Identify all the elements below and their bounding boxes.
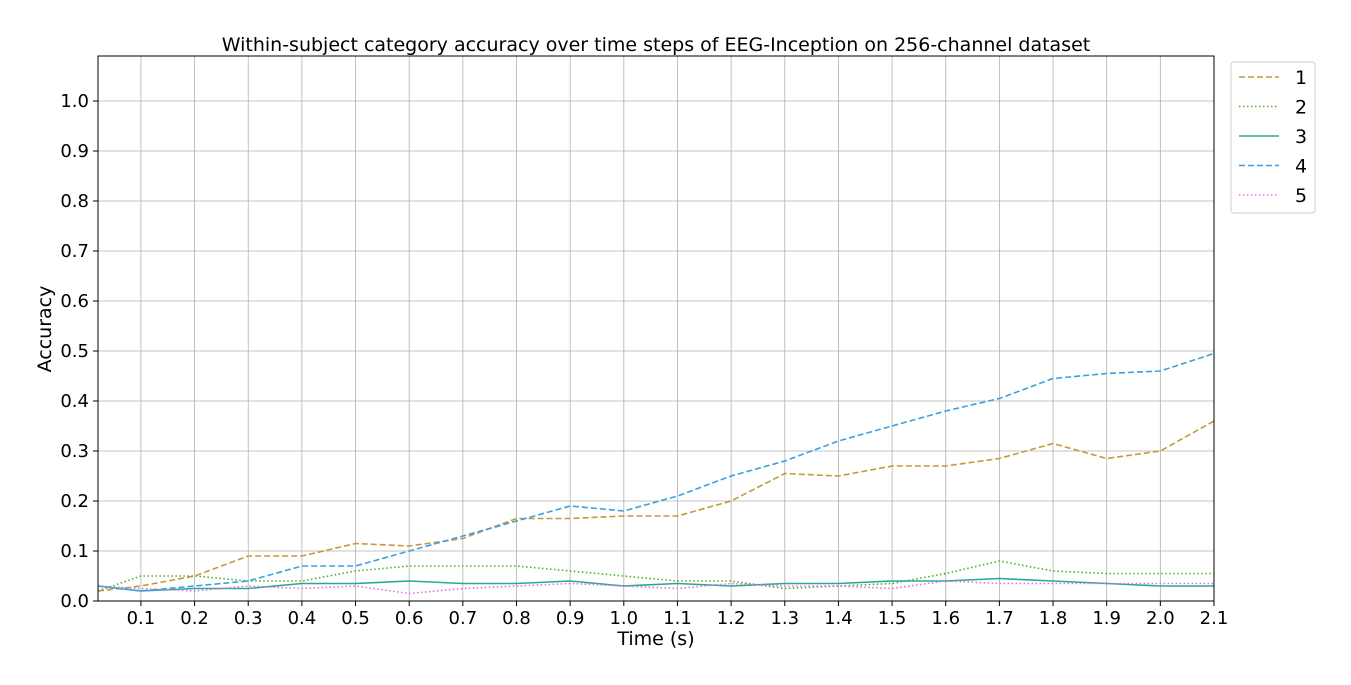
x-tick-label: 0.1 xyxy=(127,608,156,629)
x-tick-label: 0.5 xyxy=(341,608,370,629)
x-tick-label: 1.1 xyxy=(663,608,692,629)
series-line-5 xyxy=(97,580,1214,595)
legend-box xyxy=(1230,61,1316,214)
y-tick-label: 0.3 xyxy=(60,441,89,462)
y-tick-label: 0.1 xyxy=(60,541,89,562)
series-line-1 xyxy=(97,420,1215,592)
y-tick-label: 0.8 xyxy=(60,191,89,212)
x-tick-label: 0.6 xyxy=(395,608,424,629)
x-tick-label: 0.4 xyxy=(288,608,317,629)
y-tick-label: 0.9 xyxy=(60,141,89,162)
x-tick-label: 1.4 xyxy=(824,608,853,629)
series-lines xyxy=(97,352,1215,595)
legend-label-5: 5 xyxy=(1295,185,1307,207)
x-tick-label: 1.3 xyxy=(770,608,799,629)
series-line-3 xyxy=(97,577,1214,592)
y-tick-label: 0.6 xyxy=(60,291,89,312)
x-tick-label: 0.9 xyxy=(556,608,585,629)
legend-label-1: 1 xyxy=(1295,67,1307,89)
x-axis-label: Time (s) xyxy=(616,628,694,650)
x-tick-label: 1.7 xyxy=(985,608,1014,629)
x-tick-label: 0.8 xyxy=(502,608,531,629)
x-tick-label: 1.2 xyxy=(717,608,746,629)
series-line-2 xyxy=(97,560,1214,592)
y-tick-label: 0.7 xyxy=(60,241,89,262)
y-tick-label: 0.4 xyxy=(60,391,89,412)
y-axis-ticks: 0.0 0.1 0.2 0.3 0.4 0.5 0.6 0.7 0.8 0.9 1.0 xyxy=(60,91,98,612)
x-tick-label: 1.0 xyxy=(609,608,638,629)
y-tick-label: 0.5 xyxy=(60,341,89,362)
x-tick-label: 2.0 xyxy=(1146,608,1175,629)
legend-label-3: 3 xyxy=(1295,126,1307,148)
x-tick-label: 0.3 xyxy=(234,608,263,629)
x-axis-ticks: 0.1 0.2 0.3 0.4 0.5 0.6 0.7 0.8 0.9 1.0 1.1 1.2 1.3 1… xyxy=(127,601,1229,629)
y-tick-label: 0.0 xyxy=(60,591,89,612)
legend-label-4: 4 xyxy=(1295,156,1307,178)
x-tick-label: 0.7 xyxy=(449,608,478,629)
x-tick-label: 1.6 xyxy=(931,608,960,629)
series-line-4 xyxy=(97,352,1215,592)
plot-frame xyxy=(97,55,1215,602)
x-tick-label: 2.1 xyxy=(1200,608,1229,629)
y-tick-label: 1.0 xyxy=(60,91,89,112)
y-tick-label: 0.2 xyxy=(60,491,89,512)
legend: 1 2 3 4 5 xyxy=(1230,61,1316,214)
x-tick-label: 1.5 xyxy=(878,608,907,629)
grid-lines xyxy=(98,56,1215,602)
chart-title: Within-subject category accuracy over ti… xyxy=(222,34,1091,56)
x-tick-label: 1.9 xyxy=(1092,608,1121,629)
y-axis-label: Accuracy xyxy=(34,286,56,373)
x-tick-label: 1.8 xyxy=(1039,608,1068,629)
legend-label-2: 2 xyxy=(1295,97,1307,119)
x-tick-label: 0.2 xyxy=(180,608,209,629)
